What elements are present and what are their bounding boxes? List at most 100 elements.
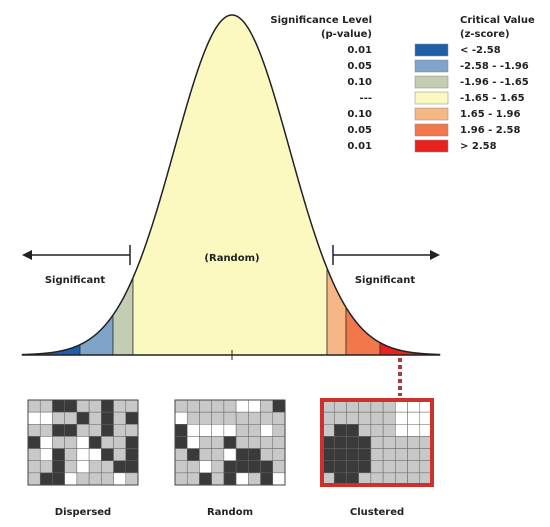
legend-swatch xyxy=(414,91,449,105)
map-cell xyxy=(260,472,274,486)
legend-p: 0.05 xyxy=(347,125,372,136)
map-cell xyxy=(186,424,200,437)
legend-z: < -2.58 xyxy=(460,45,501,56)
map-cell xyxy=(186,472,200,486)
map-cell xyxy=(370,436,384,449)
map-cell xyxy=(64,424,78,437)
map-cell xyxy=(395,448,408,461)
map-cell xyxy=(64,460,78,474)
map-cell xyxy=(125,424,139,437)
map-cell xyxy=(407,460,421,474)
map-cell xyxy=(199,411,212,425)
map-cell xyxy=(235,424,249,437)
map-cell xyxy=(370,424,384,437)
legend-p: 0.05 xyxy=(347,61,372,72)
bell-curve xyxy=(21,14,441,356)
map-cell xyxy=(248,460,261,474)
map-cell xyxy=(27,436,41,449)
map-cell xyxy=(260,424,274,437)
map-cell xyxy=(260,460,274,474)
curve-region xyxy=(379,341,441,356)
map-cell xyxy=(248,472,261,486)
map-cell xyxy=(125,411,139,425)
right-label: Significant xyxy=(355,275,416,286)
map-cell xyxy=(211,460,225,474)
map-cell xyxy=(64,399,78,413)
map-cell xyxy=(125,472,139,486)
legend-swatch xyxy=(414,107,449,121)
map-cell xyxy=(382,460,396,474)
map-caption: Clustered xyxy=(350,507,404,518)
map-cell xyxy=(235,411,249,425)
map-cell xyxy=(39,436,53,449)
map-frame xyxy=(320,398,434,487)
map-cell xyxy=(113,424,127,437)
map-cell xyxy=(64,448,78,461)
map-cell xyxy=(248,436,261,449)
map-cell xyxy=(113,399,127,413)
map-cell xyxy=(346,411,359,425)
map-frame xyxy=(27,399,139,486)
map-cell xyxy=(235,472,249,486)
map-cell xyxy=(113,436,127,449)
map-cell xyxy=(272,448,286,461)
map-cell xyxy=(88,411,102,425)
legend-p: --- xyxy=(360,93,372,104)
legend-p: 0.10 xyxy=(347,77,372,88)
legend-header: Significance Level xyxy=(270,15,372,26)
map-cell xyxy=(52,448,65,461)
map-cell xyxy=(199,460,212,474)
map-cell xyxy=(186,436,200,449)
legend-z: > 2.58 xyxy=(460,141,497,152)
map-cell xyxy=(346,460,359,474)
map-cell xyxy=(125,436,139,449)
legend-swatch xyxy=(414,123,449,137)
map-cell xyxy=(101,399,114,413)
map-cell xyxy=(211,436,225,449)
map-cell xyxy=(272,424,286,437)
map-cell xyxy=(333,436,347,449)
map-cell xyxy=(101,411,114,425)
map-cell xyxy=(346,436,359,449)
map-cell xyxy=(235,399,249,413)
map-cell xyxy=(211,472,225,486)
map-cell xyxy=(370,411,384,425)
map-cell xyxy=(101,436,114,449)
curve-region xyxy=(132,14,328,356)
map-cell xyxy=(199,472,212,486)
map-cell xyxy=(333,411,347,425)
map-caption: Dispersed xyxy=(55,507,111,518)
map-cell xyxy=(174,399,188,413)
center-label: (Random) xyxy=(204,253,259,264)
map-cell xyxy=(174,424,188,437)
legend-swatch xyxy=(414,139,449,153)
map-cell xyxy=(333,460,347,474)
map-cell xyxy=(125,399,139,413)
map-cell xyxy=(88,399,102,413)
map-cell xyxy=(88,424,102,437)
legend-z: -1.65 - 1.65 xyxy=(460,93,525,104)
map-cell xyxy=(333,424,347,437)
map-cell xyxy=(76,411,90,425)
map-cell xyxy=(235,448,249,461)
map-cell xyxy=(174,472,188,486)
map-cell xyxy=(27,424,41,437)
map-cell xyxy=(333,448,347,461)
map-cell xyxy=(272,411,286,425)
map-cell xyxy=(272,460,286,474)
map-cell xyxy=(174,411,188,425)
legend-z: -1.96 - -1.65 xyxy=(460,77,529,88)
map-cell xyxy=(248,448,261,461)
map-cell xyxy=(88,460,102,474)
map-cell xyxy=(27,460,41,474)
map-cell xyxy=(113,411,127,425)
legend-header: (z-score) xyxy=(460,29,510,40)
map-cell xyxy=(88,436,102,449)
legend-swatch xyxy=(414,43,449,57)
map-cell xyxy=(113,460,127,474)
map-cell xyxy=(211,411,225,425)
map-cell xyxy=(235,460,249,474)
legend-p: 0.01 xyxy=(347,45,372,56)
map-cell xyxy=(358,460,372,474)
